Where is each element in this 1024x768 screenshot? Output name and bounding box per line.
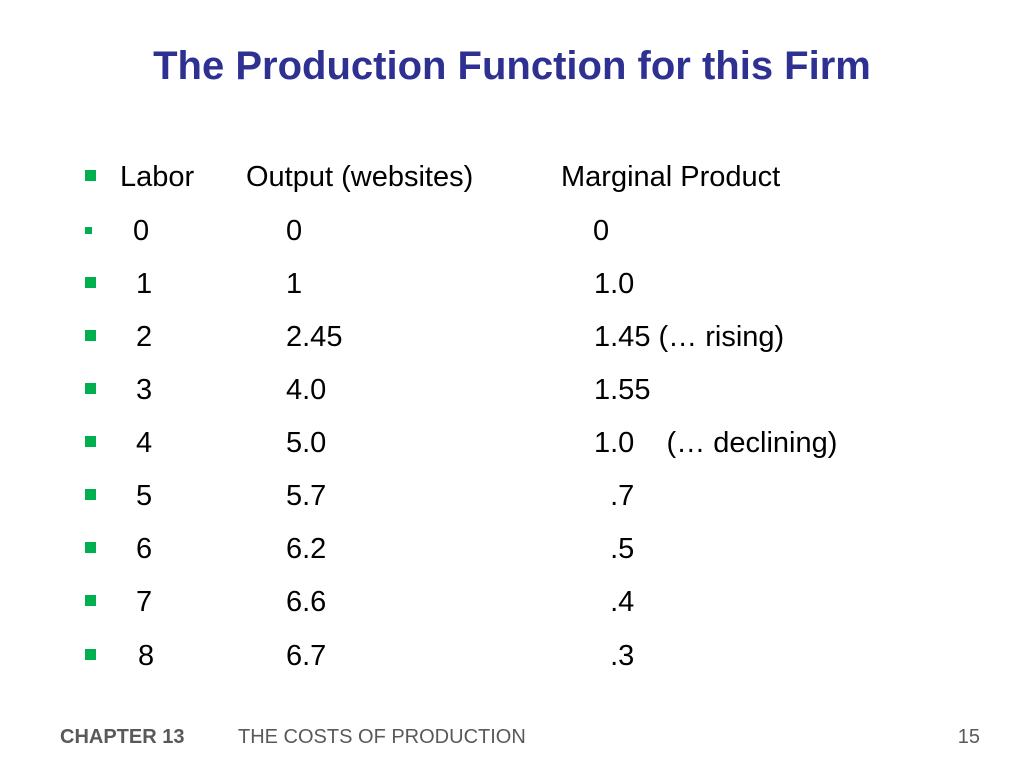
marginal-product-value: .5	[594, 533, 635, 565]
slide-title: The Production Function for this Firm	[153, 44, 871, 88]
page-number: 15	[957, 726, 980, 748]
bullet-square-icon	[85, 436, 96, 447]
table-row: 2 2.45 1.45 (… rising)	[0, 317, 1024, 357]
labor-value: 3	[136, 374, 153, 406]
bullet-square-icon	[85, 489, 96, 500]
labor-value: 5	[136, 480, 153, 512]
output-value: 0	[286, 215, 303, 247]
output-value: 5.0	[286, 427, 327, 459]
table-row: 0 0 0	[0, 211, 1024, 251]
table-row: 7 6.6 .4	[0, 582, 1024, 622]
output-value: 2.45	[286, 321, 343, 353]
output-value: 4.0	[286, 374, 327, 406]
labor-value: 8	[138, 640, 155, 672]
footer-chapter-title: THE COSTS OF PRODUCTION	[238, 726, 526, 748]
table-row: 4 5.0 1.0 (… declining)	[0, 423, 1024, 463]
bullet-square-icon	[85, 227, 92, 234]
marginal-product-value: .4	[594, 586, 635, 618]
output-value: 6.7	[286, 640, 327, 672]
labor-header: Labor	[120, 161, 195, 193]
marginal-product-value: 1.45 (… rising)	[594, 321, 785, 353]
labor-value: 6	[136, 533, 153, 565]
marginal-product-header: Marginal Product	[561, 161, 781, 193]
table-row: 3 4.0 1.55	[0, 370, 1024, 410]
labor-value: 4	[136, 427, 153, 459]
output-value: 5.7	[286, 480, 327, 512]
marginal-product-value: 0	[593, 215, 610, 247]
bullet-square-icon	[85, 542, 96, 553]
marginal-product-value: 1.0	[594, 268, 635, 300]
labor-value: 1	[136, 268, 153, 300]
output-value: 1	[286, 268, 303, 300]
labor-value: 7	[136, 586, 153, 618]
output-value: 6.6	[286, 586, 327, 618]
header-row: Labor Output (websites) Marginal Product	[0, 157, 1024, 197]
marginal-product-value: 1.55	[594, 374, 651, 406]
bullet-square-icon	[85, 170, 96, 181]
labor-value: 2	[136, 321, 153, 353]
table-row: 8 6.7 .3	[0, 636, 1024, 676]
bullet-square-icon	[85, 330, 96, 341]
labor-value: 0	[133, 215, 150, 247]
footer-chapter-label: CHAPTER 13	[60, 726, 185, 748]
output-header: Output (websites)	[246, 161, 474, 193]
output-value: 6.2	[286, 533, 327, 565]
table-row: 1 1 1.0	[0, 264, 1024, 304]
marginal-product-value: 1.0 (… declining)	[594, 427, 838, 459]
bullet-square-icon	[85, 277, 96, 288]
table-row: 5 5.7 .7	[0, 476, 1024, 516]
bullet-square-icon	[85, 383, 96, 394]
marginal-product-value: .7	[594, 480, 635, 512]
marginal-product-value: .3	[594, 640, 635, 672]
bullet-square-icon	[85, 649, 96, 660]
bullet-square-icon	[85, 595, 96, 606]
table-row: 6 6.2 .5	[0, 529, 1024, 569]
